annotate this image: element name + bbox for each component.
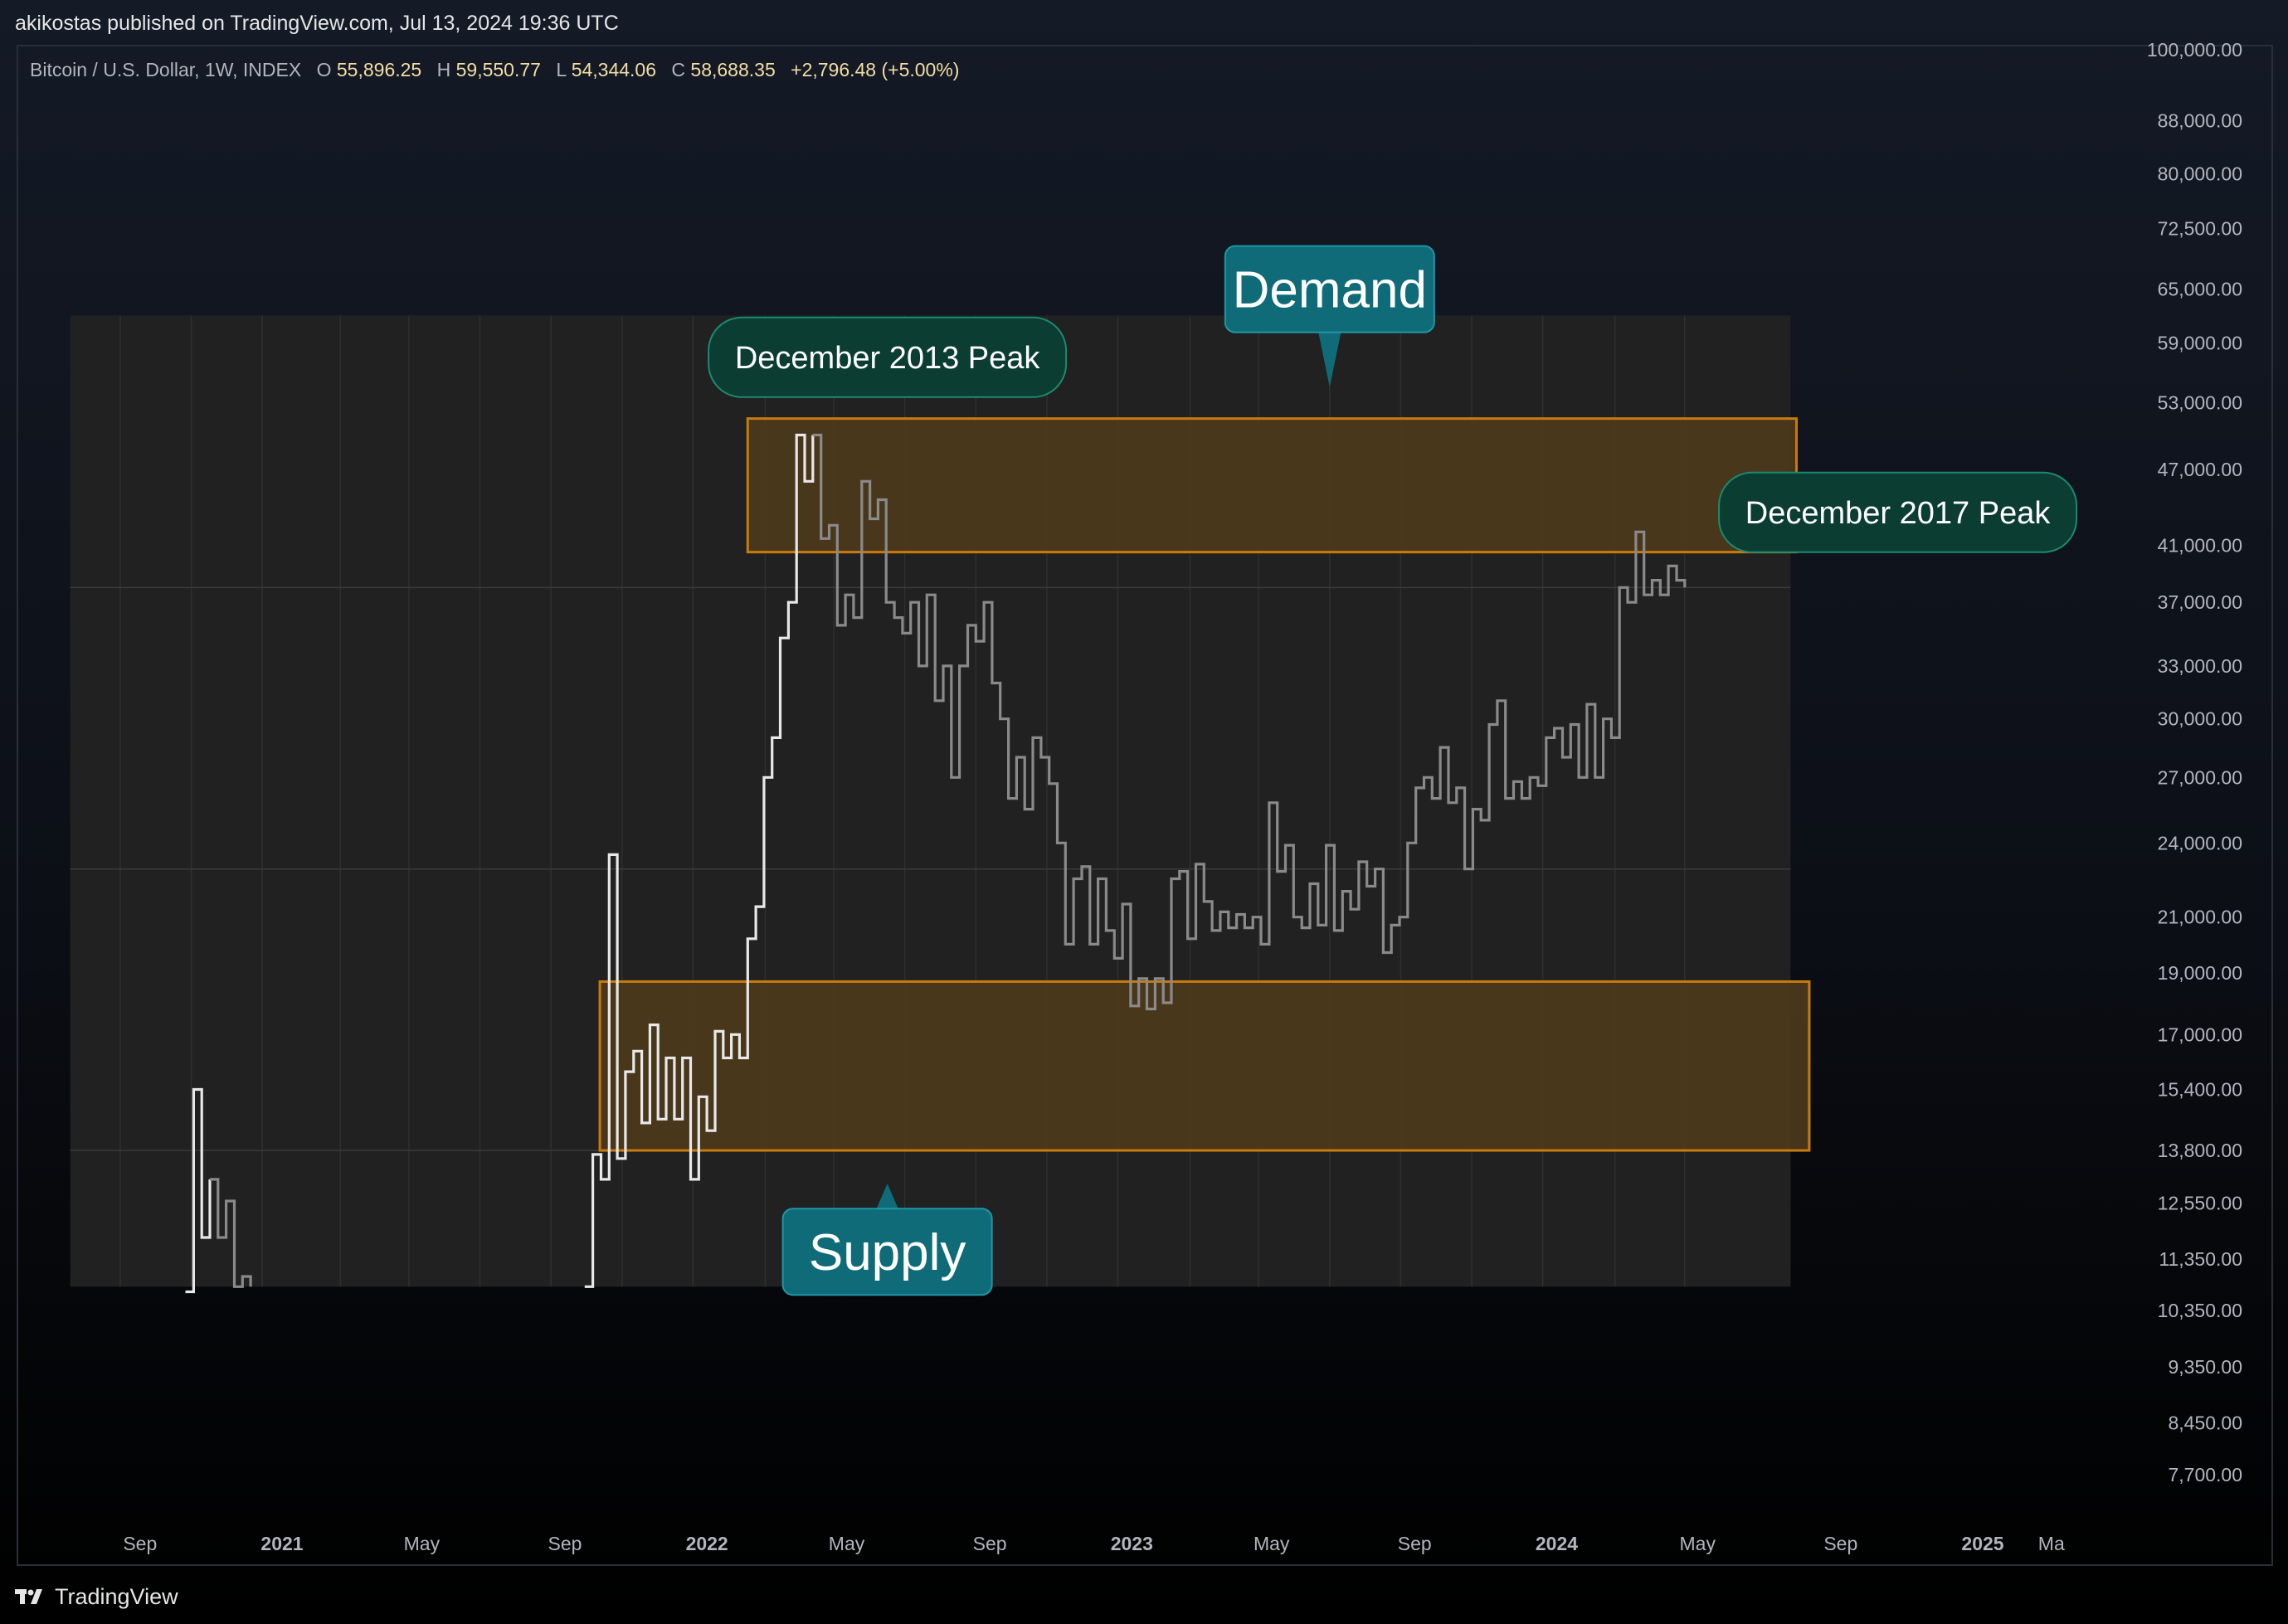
price-tick-label: 15,400.00 [2158,1079,2242,1101]
price-tick-label: 9,350.00 [2168,1356,2242,1378]
price-tick-label: 11,350.00 [2159,1248,2242,1270]
price-tick-label: 21,000.00 [2158,907,2242,928]
time-tick-label: Ma [2038,1533,2065,1554]
time-tick-label: Sep [123,1533,157,1554]
time-tick-label: May [1254,1533,1290,1554]
legend-high-label: H [437,59,451,80]
time-axis[interactable]: Sep 2021 May Sep 2022 May Sep 2023 May Sep 2024 May… [123,1533,2065,1554]
demand-callout[interactable]: Demand [1224,245,1435,387]
price-tick-label: 37,000.00 [2158,591,2242,613]
dec-2017-peak-callout[interactable]: December 2017 Peak [1718,471,2078,553]
price-tick-label: 30,000.00 [2158,708,2242,730]
time-tick-label: Sep [1398,1533,1432,1554]
time-tick-label: 2025 [1961,1533,2003,1554]
callout-layer[interactable]: Demand Supply December 2013 Peak December 2… [708,245,2078,1296]
dec-2013-peak-callout-box [708,316,1068,398]
time-tick-label: Sep [973,1533,1007,1554]
price-tick-label: 19,000.00 [2158,962,2242,984]
demand-callout-pointer [1317,330,1341,387]
price-tick-label: 33,000.00 [2158,655,2242,677]
tradingview-brand-text: TradingView [55,1583,178,1609]
price-tick-label: 27,000.00 [2158,766,2242,788]
legend-close-label: C [671,59,685,80]
supply-callout-text: Supply [809,1224,966,1281]
legend-open-value: 55,896.25 [337,59,421,80]
supply-callout[interactable]: Supply [781,1184,993,1296]
demand-callout-text: Demand [1233,261,1427,318]
publish-info: akikostas published on TradingView.com, … [15,12,619,35]
dec-2017-peak-callout-box [1718,471,2078,553]
segment-2-dim-line [812,433,1687,1011]
price-tick-label: 53,000.00 [2158,391,2242,413]
demand-callout-box [1224,245,1435,333]
series-layer [185,433,1687,1294]
time-tick-label: May [404,1533,441,1554]
legend-high-value: 59,550.77 [456,59,541,80]
ohlc-legend: Bitcoin / U.S. Dollar, 1W, INDEX O 55,89… [30,59,959,80]
price-tick-label: 24,000.00 [2158,832,2242,853]
dec-2017-peak-callout-text: December 2017 Peak [1745,496,2052,531]
legend-change-value: +2,796.48 (+5.00%) [791,59,959,80]
time-tick-label: May [829,1533,865,1554]
price-tick-label: 100,000.00 [2147,39,2242,61]
legend-open-label: O [317,59,332,80]
price-tick-label: 7,700.00 [2168,1464,2242,1485]
price-tick-label: 47,000.00 [2158,459,2242,480]
price-tick-label: 41,000.00 [2158,534,2242,556]
svg-text:Bitcoin / U.S. Dollar, 1W, IND: Bitcoin / U.S. Dollar, 1W, INDEX O 55,89… [30,59,959,80]
time-tick-label: 2021 [260,1533,303,1554]
price-tick-label: 80,000.00 [2158,163,2242,185]
price-tick-label: 65,000.00 [2158,279,2242,300]
price-tick-label: 17,000.00 [2158,1024,2242,1045]
supply-callout-box [781,1208,993,1296]
zones-layer[interactable] [598,417,1811,1152]
segment-1-bright-line [185,1087,212,1294]
legend-low-value: 54,344.06 [572,59,656,80]
tradingview-logo-icon [15,1589,42,1604]
time-tick-label: 2024 [1536,1533,1578,1554]
dec-2013-peak-callout-text: December 2013 Peak [735,341,1041,376]
time-tick-label: 2023 [1111,1533,1153,1554]
time-tick-label: 2022 [686,1533,728,1554]
legend-symbol: Bitcoin / U.S. Dollar, 1W, INDEX [30,59,301,80]
legend-close-value: 58,688.35 [690,59,775,80]
chart-frame[interactable] [17,45,2273,1566]
price-tick-label: 59,000.00 [2158,333,2242,354]
segment-1-dim-line [210,1178,252,1288]
segment-2-bright-line [584,433,815,1288]
price-tick-label: 10,350.00 [2158,1300,2242,1321]
price-tick-label: 13,800.00 [2158,1140,2242,1161]
footer-brand[interactable]: TradingView [15,1580,178,1613]
price-tick-label: 8,450.00 [2168,1412,2242,1434]
price-tick-label: 12,550.00 [2158,1193,2242,1214]
dec-2013-peak-callout[interactable]: December 2013 Peak [708,316,1068,398]
time-tick-label: Sep [1823,1533,1857,1554]
supply-zone[interactable] [598,980,1811,1152]
price-tick-label: 72,500.00 [2158,217,2242,239]
price-axis[interactable]: 100,000.00 88,000.00 80,000.00 72,500.00 65,… [2147,39,2242,1485]
time-tick-label: May [1680,1533,1716,1554]
demand-zone[interactable] [746,417,1798,554]
time-tick-label: Sep [548,1533,582,1554]
price-tick-label: 88,000.00 [2158,110,2242,132]
supply-callout-pointer [875,1184,899,1211]
legend-low-label: L [556,59,567,80]
